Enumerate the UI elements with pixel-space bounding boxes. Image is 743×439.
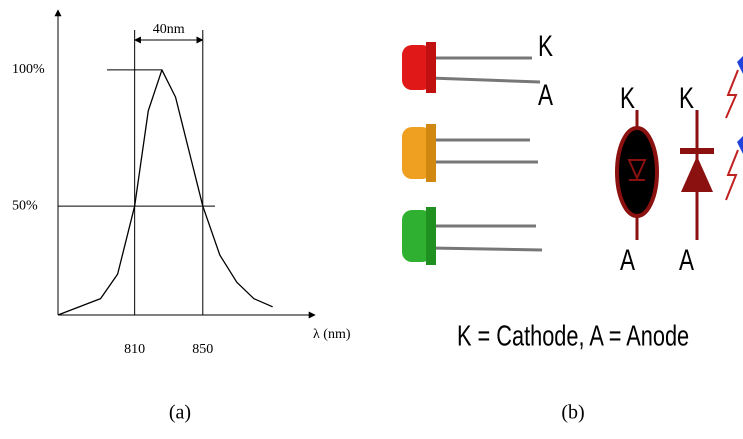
leds: [402, 42, 543, 265]
caption: (b): [561, 402, 584, 424]
diode-symbols: [615, 56, 743, 240]
symbol-label: K: [620, 81, 635, 115]
led-label: A: [538, 78, 553, 112]
led-label: K: [538, 29, 553, 63]
led-orange: [402, 124, 538, 182]
y-tick-label: 100%: [12, 62, 45, 77]
x-tick-label: 810: [124, 342, 145, 357]
x-tick-label: 850: [192, 342, 213, 357]
symbol-label: A: [679, 243, 694, 277]
legend-text: K = Cathode, A = Anode: [457, 321, 689, 353]
y-tick-label: 50%: [12, 198, 38, 213]
led-green: [402, 207, 543, 265]
spectrum-line: [57, 69, 273, 316]
caption: (a): [169, 402, 191, 424]
width-annotation: 40nm: [153, 22, 185, 37]
led-red: [402, 42, 541, 93]
symbol-label: A: [620, 243, 635, 277]
spectrum-chart: λ (nm) 810 850 100% 50% 40nm: [12, 9, 351, 357]
symbol-label: K: [679, 81, 694, 115]
x-axis-label: λ (nm): [313, 327, 351, 342]
